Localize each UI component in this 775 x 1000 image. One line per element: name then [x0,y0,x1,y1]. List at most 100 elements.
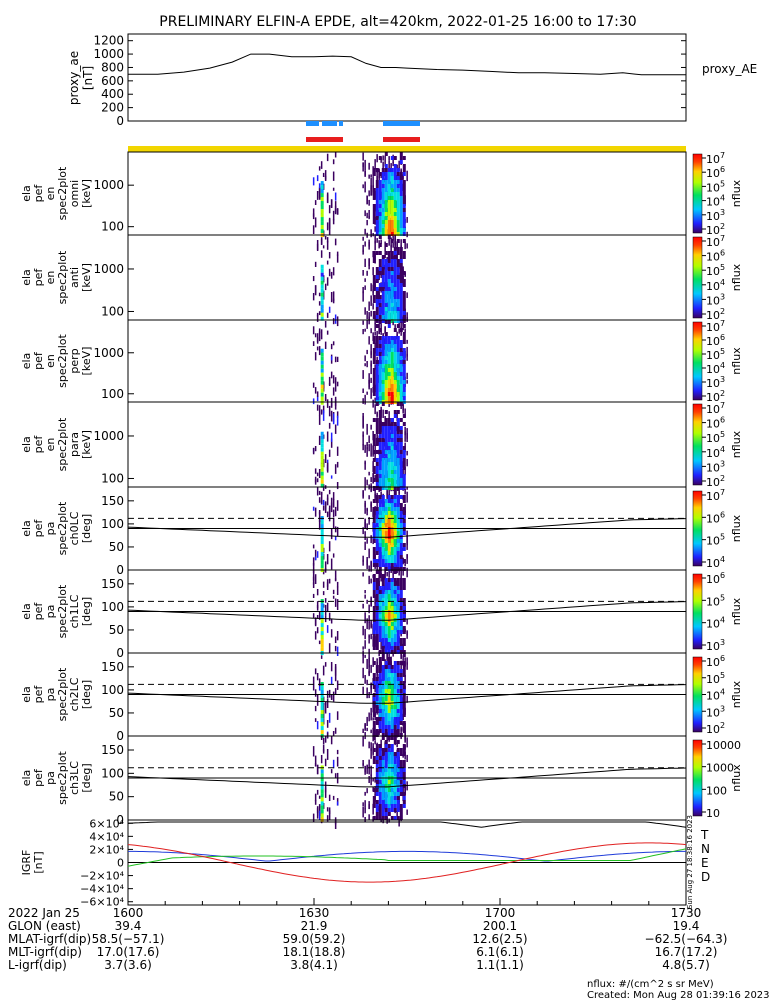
en_perp-pixel [399,348,403,352]
pa_ch2-pixel [396,729,400,733]
xaxis-value: 39.4 [115,919,142,933]
pa_ch0-pixel [386,489,388,499]
pa_ch3-pixel [336,801,339,806]
pa_ch1-pixel [336,586,339,595]
pa_ch3-pixel [326,815,329,822]
en_anti-pixel [326,260,329,265]
en_anti-pixel [384,295,388,299]
pa_ch1-pixel [390,622,394,626]
pa_ch3-pixel [381,800,385,804]
en_para-pixel [396,458,400,462]
en_para-pixel [326,431,329,442]
en_anti-pixel [402,266,404,272]
en_para-pixel [314,468,317,474]
pa_ch1-pixel [378,598,382,602]
en_omni-pixel [372,188,376,192]
pa_ch0-pixel [372,563,376,567]
en_anti-pixel [375,303,379,307]
pa_ch0-pixel [375,547,379,551]
pa_ch1-pixel [390,642,394,646]
xaxis-value: −62.5(−64.3) [645,932,728,946]
pa_ch3-pixel [318,795,321,799]
pa_ch3-pixel [370,742,372,751]
en_perp-pixel [402,372,406,376]
pa_ch3-pixel [381,748,385,752]
pa_ch1-pixel [387,642,391,646]
pa_ch2-pixel [314,689,317,697]
xaxis-time-label: 1730 [671,906,702,920]
pa_ch2-pixel [393,729,397,733]
en_para-pixel [374,404,376,415]
en_anti-pixel [396,295,400,299]
en_perp-pixel [366,361,368,368]
pa_ch3-pixel [334,773,337,779]
en_perp-pixel [394,324,396,329]
pa_ch1-pixel [378,614,382,618]
igrf-ytick-label: −2×10⁴ [80,870,124,883]
pa_ch3-pixel [387,800,391,804]
en_omni-pixel [402,212,406,216]
pa_ch3-pixel [384,808,388,812]
en_para-pixel [384,462,388,466]
pa_ch3-pixel [378,756,382,760]
science-zone-bar-blue [339,121,343,126]
en_para-pixel [375,422,379,426]
en_perp-pixel [378,372,382,376]
en_perp-pixel [368,373,370,384]
en_para-pixel [320,451,324,456]
en_perp-pixel [399,360,403,364]
pa_ch0-pixel [384,519,388,523]
en_perp-pixel [390,392,394,396]
pa_ch0-pixel [316,551,319,558]
pa_ch2-pixel [375,681,379,685]
pa_ch1-pixel [396,602,400,606]
en_perp-colorbar-tick-label: 104 [706,361,725,376]
en_para-pixel [372,458,376,462]
pa_ch3-pixel [375,788,379,792]
pa_ch2-pixel [387,665,391,669]
plot-title: PRELIMINARY ELFIN-A EPDE, alt=420km, 202… [159,14,636,30]
pa_ch1-pixel [334,636,337,643]
en_perp-pixel [390,360,394,364]
en_para-pixel [364,444,366,453]
en_para-pixel [387,462,391,466]
en_para-pixel [370,424,372,430]
pa_ch0-pixel [375,507,379,511]
en_para-pixel [384,470,388,474]
pa_ch2-pixel [393,709,397,713]
pa_ch2-pixel [393,689,397,693]
pa_ch1-pixel [320,643,324,648]
pa_ch1-pixel [330,629,333,638]
en_omni-pixel [390,180,394,184]
pa_ch3-pixel [399,808,403,812]
pa_ch0-colorbar [692,490,703,567]
pa_ch1-pixel [368,635,370,644]
pa_ch0-pixel [372,551,376,555]
en_para-pixel [396,422,400,426]
pa_ch2-pixel [364,654,366,658]
pa_ch0-pixel [378,547,382,551]
pa_ch1-pixel [402,606,406,610]
en_perp-pixel [378,356,382,360]
pa_ch1-pixel [320,619,324,624]
igrf-ylabel: IGRF [20,850,33,876]
pa_ch0-pixel [387,519,391,523]
pa_ch3-pixel [396,760,400,764]
en_anti-pixel [393,303,397,307]
en_para-pixel [374,444,376,455]
igrf-legend-n: N [701,842,710,856]
en_para-pixel [402,450,406,454]
en_omni-pixel [326,222,329,231]
en_para-pixel [399,470,403,474]
pa_ch3-pixel [375,756,379,760]
pa_ch0-pixel [372,523,376,527]
en_omni-pixel [390,196,394,200]
en_anti-pixel [390,287,394,291]
pa_ch1-pixel [372,582,376,586]
en_anti-pixel [390,279,394,283]
en_omni-pixel [384,180,388,184]
en_omni-pixel [393,200,397,204]
pa_ch1-pixel [390,582,394,586]
en_anti-colorbar-tick-label: 105 [706,263,725,278]
en_perp-pixel [362,388,364,393]
